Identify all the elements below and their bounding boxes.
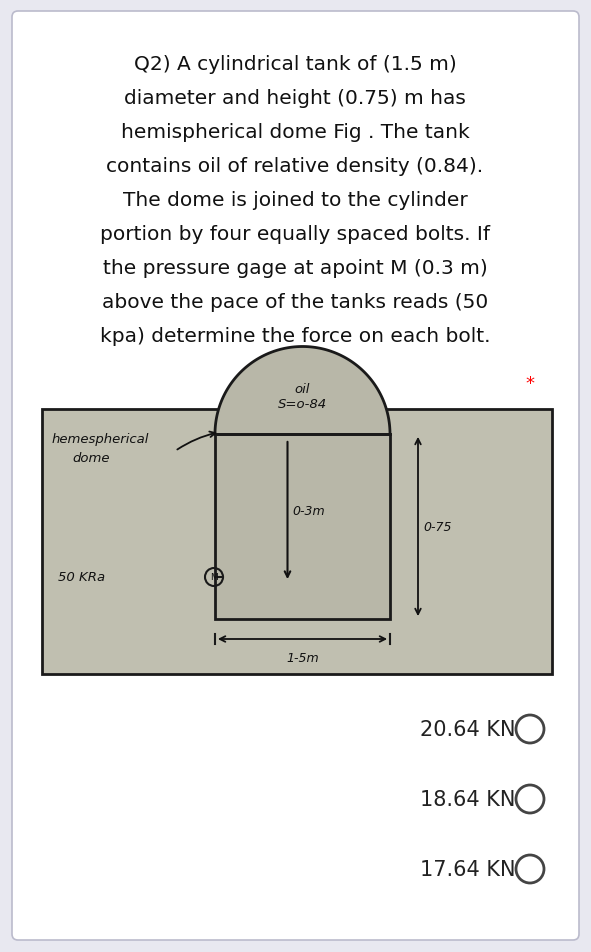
Bar (215, 434, 390, 620)
FancyBboxPatch shape (12, 12, 579, 940)
Text: contains oil of relative density (0.84).: contains oil of relative density (0.84). (106, 157, 483, 176)
Text: Q2) A cylindrical tank of (1.5 m): Q2) A cylindrical tank of (1.5 m) (134, 55, 456, 74)
Text: S=o-84: S=o-84 (278, 397, 327, 410)
Text: the pressure gage at apoint M (0.3 m): the pressure gage at apoint M (0.3 m) (103, 259, 488, 278)
Text: oil: oil (295, 382, 310, 395)
Polygon shape (215, 347, 390, 434)
Text: portion by four equally spaced bolts. If: portion by four equally spaced bolts. If (100, 225, 490, 244)
Text: 17.64 KN: 17.64 KN (420, 859, 515, 879)
Text: 50 KRa: 50 KRa (58, 571, 105, 584)
Text: hemispherical dome Fig . The tank: hemispherical dome Fig . The tank (121, 123, 469, 142)
Text: *: * (525, 374, 534, 392)
Text: 1-5m: 1-5m (286, 651, 319, 664)
Text: 0-3m: 0-3m (293, 505, 325, 518)
Text: kpa) determine the force on each bolt.: kpa) determine the force on each bolt. (100, 327, 491, 346)
Text: 18.64 KN: 18.64 KN (420, 789, 515, 809)
Text: The dome is joined to the cylinder: The dome is joined to the cylinder (122, 190, 467, 209)
Text: diameter and height (0.75) m has: diameter and height (0.75) m has (124, 89, 466, 108)
Text: above the pace of the tanks reads (50: above the pace of the tanks reads (50 (102, 292, 488, 311)
Bar (42, 409, 552, 674)
Text: M: M (210, 573, 218, 582)
Text: hemespherical: hemespherical (52, 432, 150, 446)
Text: 0-75: 0-75 (423, 521, 452, 533)
Text: dome: dome (72, 451, 109, 465)
Text: 20.64 KN: 20.64 KN (420, 720, 515, 739)
